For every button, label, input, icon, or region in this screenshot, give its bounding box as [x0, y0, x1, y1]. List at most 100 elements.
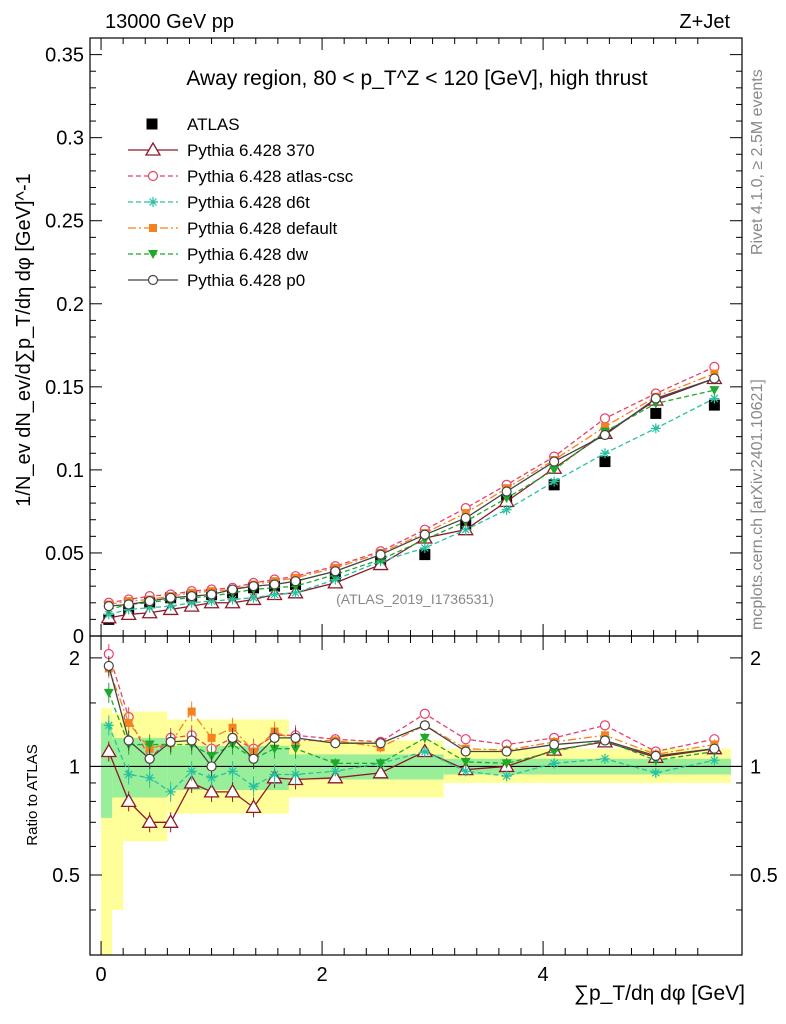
- legend: ATLAS Pythia 6.428 370 Pythia 6.428 atlas-…: [128, 115, 354, 290]
- ratio-point: [165, 786, 176, 797]
- ratio-point: [419, 746, 430, 757]
- ratio-point: [162, 814, 179, 828]
- data-point: [290, 576, 301, 587]
- ratio-point: [224, 783, 241, 798]
- ratio-point: [206, 761, 217, 772]
- ratio-point: [419, 733, 430, 743]
- main-panel: 0 0.05 0.1 0.15 0.2 0.25 0.3 0.35: [45, 37, 743, 648]
- data-point: [709, 386, 720, 396]
- series-pythia-6-428-atlas-csc: [103, 361, 720, 608]
- ratio-point: [144, 753, 155, 764]
- mcplots-label: mcplots.cern.ch [arXiv:2401.10621]: [749, 379, 766, 630]
- ratio-point: [599, 735, 611, 746]
- main-ytick-label: 0.05: [45, 543, 84, 565]
- data-point: [650, 407, 662, 419]
- main-ytick-label: 0.3: [56, 128, 84, 150]
- data-point: [650, 423, 661, 434]
- data-point: [549, 465, 560, 475]
- data-point: [375, 549, 386, 560]
- main-ytick-label: 0.15: [45, 377, 84, 399]
- ratio-point: [165, 736, 176, 747]
- main-ytick-label: 0.2: [56, 294, 84, 316]
- ratio-point: [501, 746, 512, 757]
- legend-label: Pythia 6.428 370: [187, 141, 315, 160]
- ratio-point: [460, 734, 471, 745]
- series-line: [108, 389, 715, 611]
- data-point: [144, 596, 155, 607]
- ratio-point: [599, 753, 610, 764]
- ratio-point: [103, 660, 114, 672]
- ratio-point: [206, 772, 217, 783]
- main-y-axis-label: 1/N_ev dN_ev/d∑p_T/dη dφ [GeV]^-1: [13, 173, 35, 506]
- data-point: [501, 504, 512, 515]
- data-point: [599, 456, 611, 468]
- ratio-point: [709, 743, 720, 754]
- ratio-point: [144, 772, 155, 783]
- legend-item-pythia-6-428-default: Pythia 6.428 default: [128, 219, 338, 238]
- ratio-point: [372, 764, 389, 779]
- ratio-point: [650, 750, 661, 761]
- ratio-point: [501, 771, 512, 782]
- data-point: [165, 592, 176, 603]
- ratio-point: [144, 740, 155, 750]
- legend-marker: [148, 250, 158, 259]
- ratio-point: [549, 739, 560, 750]
- x-axis-label: ∑p_T/dη dφ [GeV]: [574, 982, 745, 1005]
- x-tick-label: 2: [317, 964, 328, 986]
- legend-marker: [148, 197, 158, 207]
- data-point: [549, 456, 560, 467]
- header-right: Z+Jet: [679, 11, 730, 33]
- ratio-point: [228, 723, 237, 732]
- series-line: [108, 397, 715, 616]
- ratio-point: [187, 707, 196, 716]
- uncertainty-bands: [101, 708, 731, 955]
- series-pythia-6-428-p0: [103, 373, 720, 612]
- ratio-point: [330, 738, 341, 749]
- ratio-point: [141, 814, 158, 828]
- legend-marker: [147, 274, 159, 286]
- legend-label: Pythia 6.428 default: [187, 219, 338, 238]
- ratio-point: [269, 732, 280, 743]
- ratio-point: [124, 718, 133, 727]
- data-point: [709, 373, 720, 384]
- ratio-ytick-label: 0.5: [52, 865, 80, 887]
- data-point: [650, 393, 661, 404]
- ratio-point: [227, 766, 238, 777]
- series-pythia-6-428-d6t: [103, 393, 720, 620]
- legend-item-pythia-6-428-atlas-csc: Pythia 6.428 atlas-csc: [128, 167, 354, 186]
- data-point: [600, 422, 609, 431]
- ratio-point: [120, 793, 137, 808]
- series-line: [108, 366, 715, 604]
- ratio-point: [327, 769, 344, 784]
- series-line: [108, 372, 715, 606]
- legend-label: Pythia 6.428 p0: [187, 271, 305, 290]
- ratio-point: [186, 766, 197, 777]
- series-pythia-6-428-370: [100, 370, 723, 624]
- analysis-watermark: (ATLAS_2019_I1736531): [336, 591, 494, 607]
- data-point: [206, 589, 217, 600]
- ratio-frame: [89, 635, 743, 956]
- data-point: [460, 524, 471, 535]
- x-tick-label: 0: [95, 964, 106, 986]
- main-ytick-label: 0.25: [45, 211, 84, 233]
- data-point: [419, 542, 430, 553]
- ratio-point: [419, 708, 430, 719]
- ratio-point: [227, 732, 238, 743]
- ratio-ytick-label: 2: [69, 648, 80, 670]
- ratio-point: [599, 720, 611, 731]
- data-point: [549, 476, 560, 487]
- ratio-series-pythia-6-428-p0: [103, 655, 720, 777]
- data-point: [165, 601, 176, 612]
- ratio-point: [290, 744, 301, 754]
- ratio-point: [248, 753, 259, 764]
- band-inner: [112, 737, 168, 798]
- header-left: 13000 GeV pp: [105, 11, 234, 33]
- ratio-point: [100, 743, 117, 758]
- series-line: [108, 377, 715, 619]
- series-line: [108, 377, 715, 607]
- ratio-point: [460, 757, 471, 767]
- legend-label: Pythia 6.428 dw: [187, 245, 309, 264]
- data-point: [186, 591, 197, 602]
- ratio-point: [549, 747, 560, 757]
